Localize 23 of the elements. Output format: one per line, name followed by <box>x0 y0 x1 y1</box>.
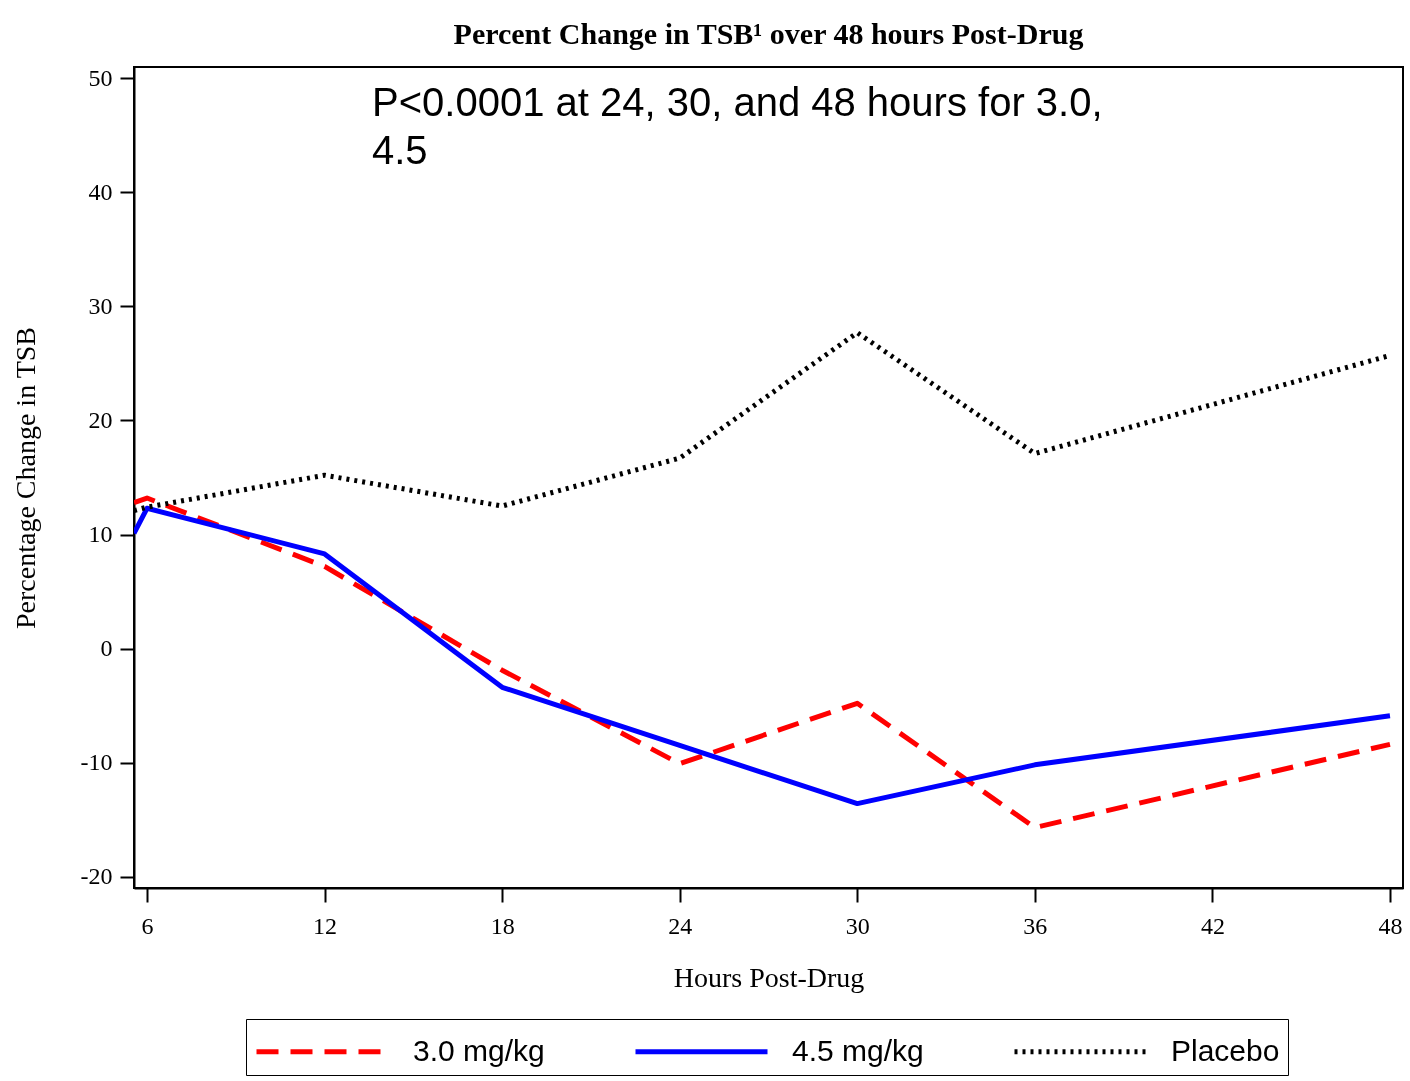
x-tick-label: 18 <box>490 912 515 939</box>
chart-title: Percent Change in TSB¹ over 48 hours Post-Drug <box>453 17 1084 51</box>
legend-label: 3.0 mg/kg <box>413 1033 545 1067</box>
y-tick-label: -10 <box>80 749 113 776</box>
x-tick-label: 30 <box>845 912 870 939</box>
x-tick-label: 6 <box>141 912 154 939</box>
x-tick-label: 36 <box>1023 912 1048 939</box>
y-tick-label: 10 <box>88 521 113 548</box>
y-tick-label: -20 <box>80 863 113 890</box>
y-tick-label: 50 <box>88 64 113 91</box>
annotation: P<0.0001 at 24, 30, and 48 hours for 3.0, 4.5 <box>372 80 1103 172</box>
legend-label: 4.5 mg/kg <box>792 1033 924 1067</box>
y-tick-label: 30 <box>88 292 113 319</box>
x-tick-label: 24 <box>668 912 693 939</box>
x-tick-label: 48 <box>1378 912 1403 939</box>
y-tick-label: 0 <box>100 635 113 662</box>
x-tick-label: 12 <box>313 912 338 939</box>
x-axis-title: Hours Post-Drug <box>673 961 865 993</box>
x-tick-label: 42 <box>1200 912 1225 939</box>
legend-label: Placebo <box>1171 1033 1280 1067</box>
y-axis-title: Percentage Change in TSB <box>9 327 41 629</box>
y-tick-label: 40 <box>88 178 113 205</box>
y-tick-label: 20 <box>88 406 113 433</box>
